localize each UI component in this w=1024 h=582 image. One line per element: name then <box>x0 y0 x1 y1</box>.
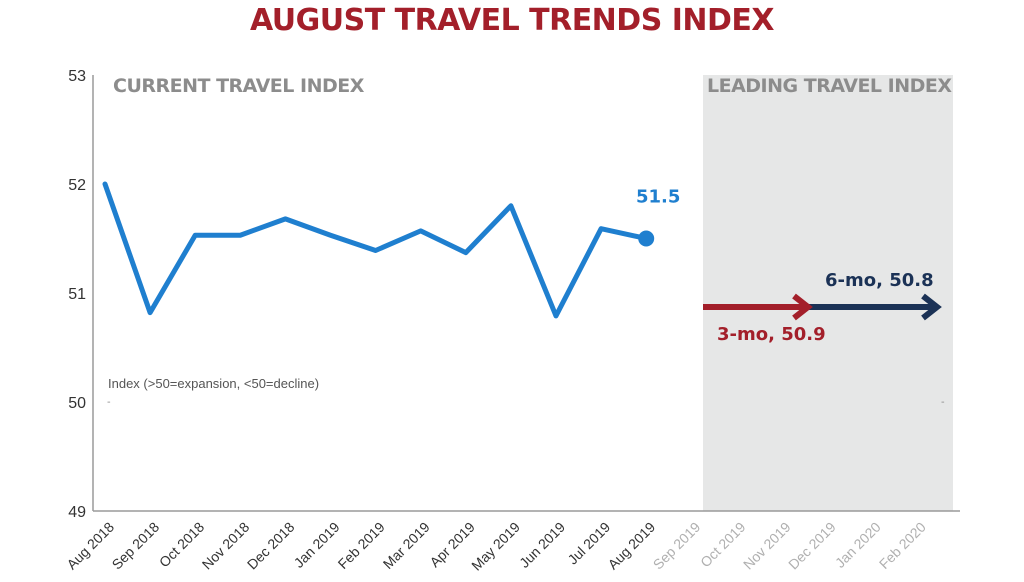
x-tick-label: Mar 2019 <box>380 519 433 572</box>
y-tick-label: 52 <box>68 177 86 194</box>
six-month-label: 6-mo, 50.8 <box>825 270 934 291</box>
index-note: Index (>50=expansion, <50=decline) <box>108 376 319 391</box>
six-month-arrow-head-icon <box>921 293 942 321</box>
x-tick-label: Jan 2020 <box>832 519 884 571</box>
y-tick-label: 51 <box>68 286 86 303</box>
x-tick-label: Feb 2019 <box>335 519 388 572</box>
latest-value-marker <box>638 230 655 247</box>
x-tick-label: Aug 2018 <box>63 519 117 573</box>
y-tick-label: 53 <box>68 68 86 85</box>
three-month-arrow-head-icon <box>792 293 813 321</box>
x-tick-label: May 2019 <box>468 519 523 574</box>
latest-value-label: 51.5 <box>636 187 680 208</box>
leading-index-label: LEADING TRAVEL INDEX <box>707 75 952 97</box>
tick-dot: - <box>107 397 111 408</box>
x-tick-label: Aug 2019 <box>605 519 659 573</box>
three-month-label: 3-mo, 50.9 <box>717 324 826 345</box>
y-tick-label: 50 <box>68 395 86 412</box>
leading-index-region <box>703 75 953 511</box>
y-axis: 49 50 51 52 53 - - <box>68 68 945 521</box>
x-tick-label: Dec 2019 <box>785 519 839 573</box>
tick-dot: - <box>941 397 945 408</box>
x-tick-label: Jun 2019 <box>516 519 568 571</box>
current-index-line <box>102 181 649 319</box>
chart-title: AUGUST TRAVEL TRENDS INDEX <box>250 3 774 38</box>
x-tick-label: Nov 2018 <box>199 519 253 573</box>
x-tick-label: Feb 2020 <box>876 519 929 572</box>
series-group: 51.5 6-mo, 50.8 3-mo, 50.9 <box>102 181 942 345</box>
x-tick-label: Dec 2018 <box>244 519 298 573</box>
x-tick-label: Sep 2018 <box>109 519 163 573</box>
x-tick-label: Sep 2019 <box>650 519 704 573</box>
x-tick-label: Nov 2019 <box>740 519 794 573</box>
current-index-label: CURRENT TRAVEL INDEX <box>113 75 365 97</box>
x-tick-label: Jan 2019 <box>291 519 343 571</box>
y-tick-label: 49 <box>68 504 86 521</box>
